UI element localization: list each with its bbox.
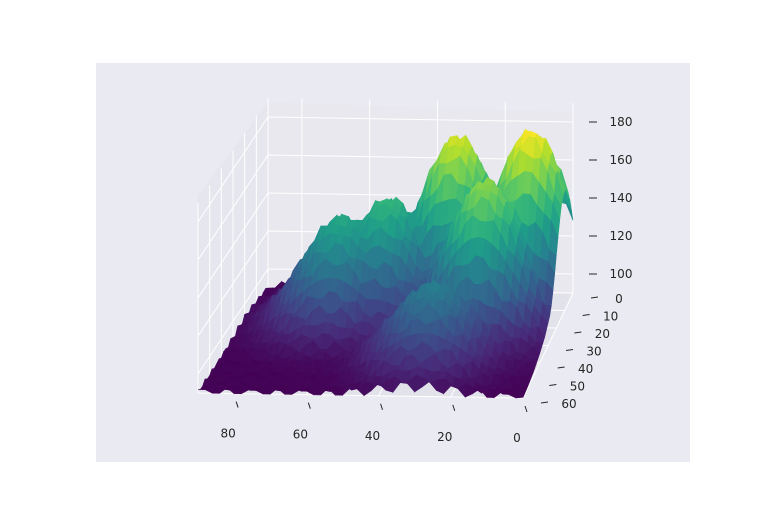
surface-mesh <box>197 128 574 399</box>
y-tick-mark <box>590 296 599 299</box>
y-tick-label: 0 <box>615 292 623 306</box>
y-tick-mark <box>574 331 582 334</box>
y-tick-label: 10 <box>603 310 618 324</box>
y-tick-mark <box>565 349 574 351</box>
y-tick-label: 20 <box>595 327 610 341</box>
x-tick-mark <box>452 404 456 412</box>
y-tick-label: 40 <box>578 362 593 376</box>
surface-facet <box>515 389 526 399</box>
y-tick-mark <box>582 314 590 316</box>
x-tick-label: 20 <box>437 430 452 444</box>
axis-ticks: 0 20 40 60 80 0 10 20 30 40 50 60 100 120 140 160 180 <box>220 115 632 445</box>
y-tick-mark <box>557 366 565 369</box>
y-tick-mark <box>549 384 557 386</box>
z-tick-label: 160 <box>610 153 633 167</box>
y-tick-label: 50 <box>570 380 585 394</box>
x-tick-mark <box>380 403 384 410</box>
x-tick-mark <box>235 401 239 408</box>
z-tick-label: 140 <box>610 191 633 205</box>
x-tick-mark <box>307 402 311 409</box>
grid-line-z <box>197 116 574 223</box>
z-tick-label: 100 <box>610 267 633 281</box>
z-tick-label: 180 <box>610 115 633 129</box>
x-tick-mark <box>524 405 528 413</box>
y-tick-label: 30 <box>586 345 601 359</box>
x-tick-label: 0 <box>513 431 521 445</box>
grid-line-y-floor <box>197 392 524 399</box>
x-tick-label: 40 <box>365 429 380 443</box>
y-tick-mark <box>540 401 549 404</box>
x-tick-label: 80 <box>220 427 235 441</box>
y-tick-label: 60 <box>561 397 576 411</box>
x-tick-label: 60 <box>293 428 308 442</box>
z-tick-label: 120 <box>610 229 633 243</box>
